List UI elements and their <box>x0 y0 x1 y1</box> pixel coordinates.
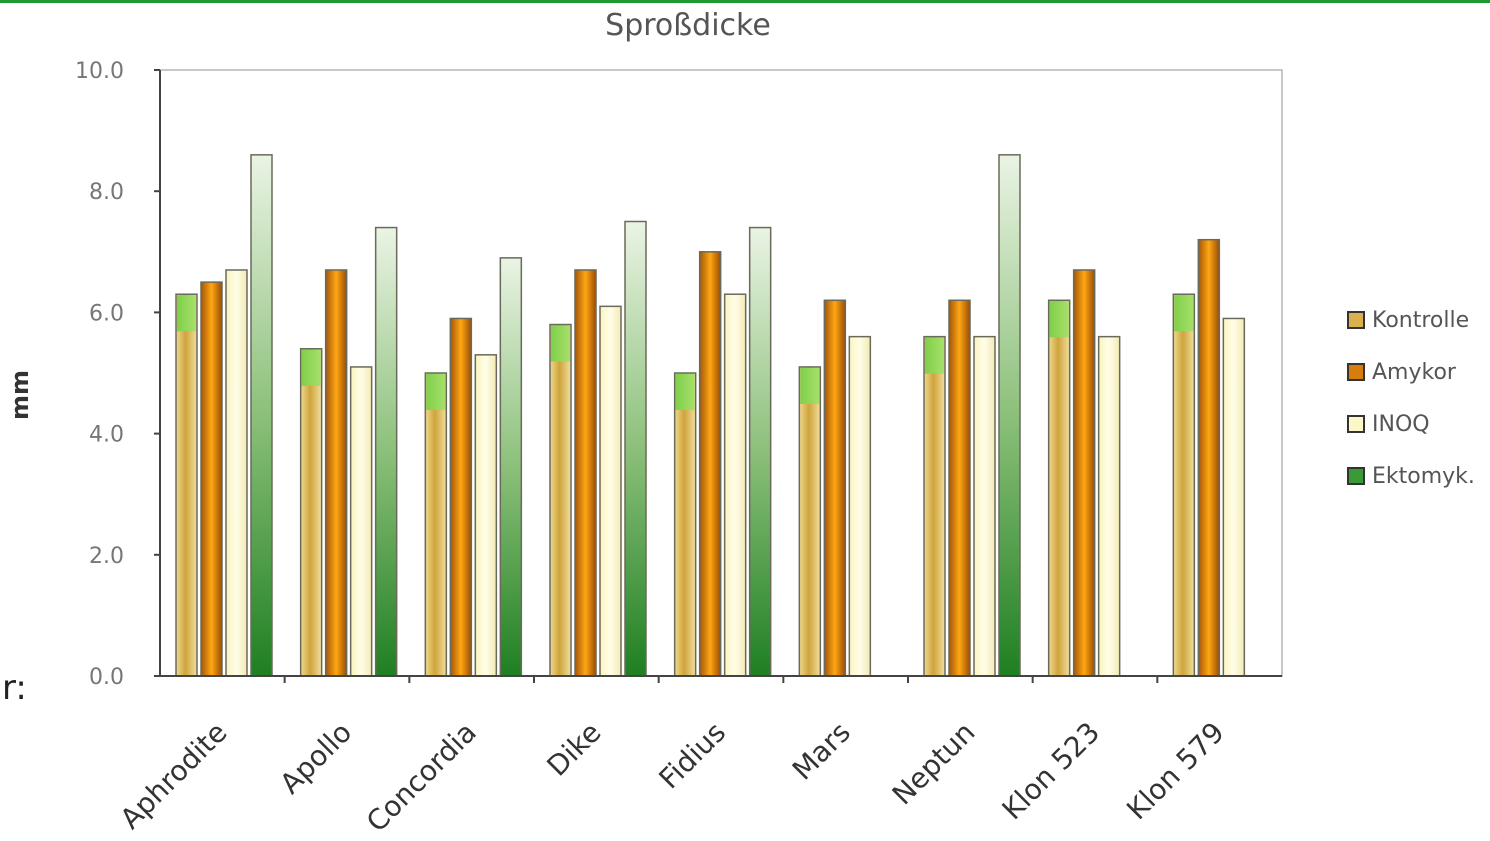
legend-swatch <box>1347 311 1365 329</box>
legend-swatch <box>1347 467 1365 485</box>
y-tick-label: 6.0 <box>89 301 124 326</box>
bar-inoq <box>474 354 498 677</box>
legend-item-kontrolle: Kontrolle <box>1347 294 1475 346</box>
x-category-label: Dike <box>540 716 607 783</box>
x-category-label: Neptun <box>886 716 982 812</box>
bar-amykor <box>948 299 971 677</box>
bar-ektomyk <box>499 257 523 677</box>
bar-inoq <box>225 269 248 677</box>
legend-swatch <box>1347 363 1365 381</box>
x-category-label: Klon 579 <box>1120 716 1231 827</box>
bar-kontrolle-cap <box>1049 301 1069 338</box>
x-axis: Aphrodite Apollo Concordia Dike Fidius Mars Ne… <box>114 675 1282 839</box>
y-tick-label: 10.0 <box>75 59 124 84</box>
bar-ektomyk <box>374 226 398 677</box>
bar-amykor <box>1197 238 1221 677</box>
legend-item-ektomyk: Ektomyk. <box>1347 450 1475 502</box>
x-category-label: Concordia <box>360 716 483 839</box>
bar-kontrolle <box>299 348 323 677</box>
bar-amykor <box>449 317 473 677</box>
x-category-label: Apollo <box>274 716 359 801</box>
top-green-rule <box>0 0 1490 3</box>
page-text-fragment: r: <box>2 668 27 708</box>
bar-kontrolle <box>798 366 822 677</box>
bar-amykor <box>1072 269 1096 677</box>
bar-inoq <box>723 293 747 677</box>
bar-kontrolle <box>175 293 198 677</box>
bar-kontrolle-cap <box>301 349 321 386</box>
y-tick-label: 4.0 <box>89 423 124 448</box>
bar-amykor <box>200 281 223 677</box>
bar-kontrolle-cap <box>551 325 570 362</box>
bar-kontrolle-cap <box>800 367 820 404</box>
bar-kontrolle-cap <box>426 374 446 410</box>
bar-kontrolle <box>673 372 697 677</box>
x-category-label: Aphrodite <box>114 716 234 836</box>
bar-kontrolle-cap <box>925 337 944 374</box>
x-category-label: Fidius <box>652 716 732 796</box>
bars-group <box>175 154 1246 677</box>
chart-title: Sproßdicke <box>605 8 771 43</box>
y-tick-label: 8.0 <box>89 180 124 205</box>
bar-inoq <box>599 305 622 677</box>
y-tick-label: 0.0 <box>89 665 124 690</box>
legend-swatch <box>1347 415 1365 433</box>
bar-inoq <box>1097 335 1121 677</box>
legend-label: INOQ <box>1372 411 1430 437</box>
bar-amykor <box>823 299 847 677</box>
legend-item-inoq: INOQ <box>1347 398 1475 450</box>
bar-amykor <box>574 269 597 677</box>
legend-item-amykor: Amykor <box>1347 346 1475 398</box>
bar-inoq <box>848 335 872 677</box>
bar-inoq <box>973 335 996 677</box>
bar-amykor <box>698 251 722 677</box>
bar-kontrolle <box>1172 293 1196 677</box>
bar-kontrolle-cap <box>675 374 695 410</box>
y-axis: 0.0 2.0 4.0 6.0 8.0 10.0 <box>75 59 161 690</box>
bar-ektomyk <box>250 154 273 677</box>
legend-label: Amykor <box>1372 359 1456 385</box>
bar-kontrolle <box>923 335 946 677</box>
legend-label: Kontrolle <box>1372 307 1470 333</box>
legend-label: Ektomyk. <box>1372 463 1475 489</box>
bar-amykor <box>324 269 348 677</box>
bar-kontrolle-cap <box>1174 295 1194 332</box>
legend: Kontrolle Amykor INOQ Ektomyk. <box>1347 294 1475 502</box>
x-category-label: Mars <box>786 716 857 787</box>
bar-kontrolle-cap <box>177 295 196 332</box>
bar-inoq <box>1222 317 1246 677</box>
bar-inoq <box>349 366 373 677</box>
bar-ektomyk <box>624 220 647 677</box>
bar-kontrolle <box>1047 299 1071 677</box>
bar-kontrolle <box>424 372 448 677</box>
bar-kontrolle <box>549 323 572 677</box>
bar-ektomyk <box>998 154 1021 677</box>
x-category-label: Klon 523 <box>996 716 1107 827</box>
bar-ektomyk <box>748 226 772 677</box>
y-tick-label: 2.0 <box>89 544 124 569</box>
